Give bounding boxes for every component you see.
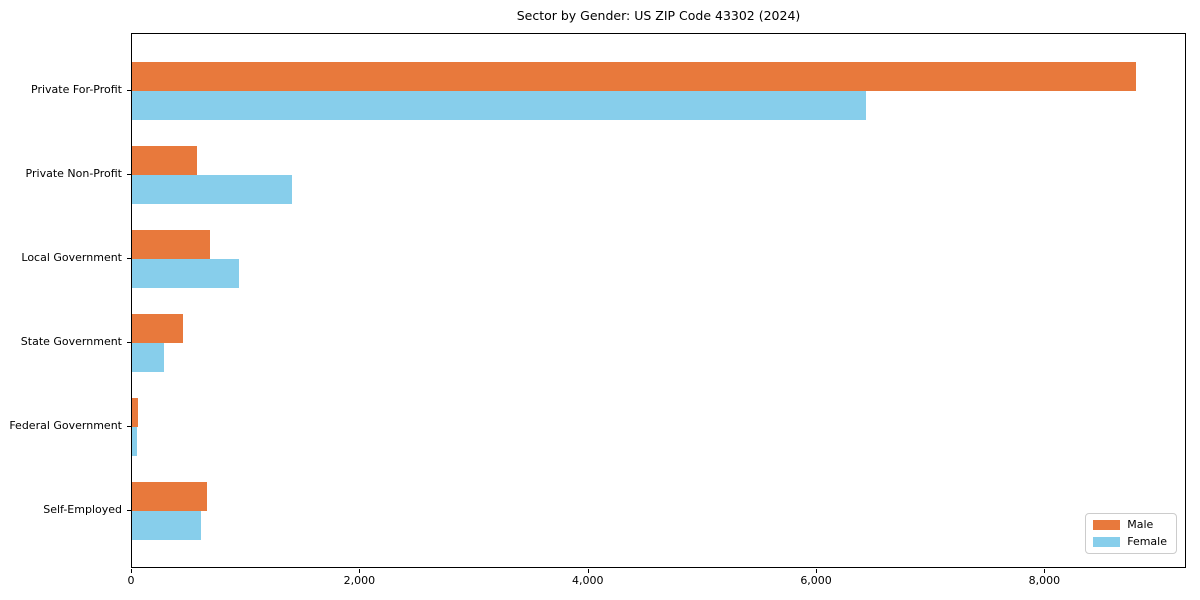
x-tick-mark (131, 569, 132, 573)
x-tick-mark (359, 569, 361, 573)
bar-male-5 (132, 482, 207, 511)
bar-male-2 (132, 230, 211, 259)
bar-female-5 (132, 511, 202, 540)
plot-area: Male Female (131, 33, 1186, 568)
y-tick-mark (127, 342, 131, 343)
bar-male-1 (132, 146, 198, 175)
bar-male-3 (132, 314, 183, 343)
category-label: Private For-Profit (31, 83, 122, 96)
x-tick-label: 8,000 (1028, 574, 1061, 587)
x-tick-mark (816, 569, 818, 573)
legend-swatch-female (1093, 537, 1121, 547)
bar-female-4 (132, 427, 138, 456)
legend-label-female: Female (1127, 535, 1167, 548)
x-tick-label: 0 (127, 574, 135, 587)
bar-male-4 (132, 398, 139, 427)
category-label: State Government (20, 335, 122, 348)
legend-entry-male: Male (1093, 519, 1167, 531)
y-tick-mark (127, 174, 131, 175)
bar-female-3 (132, 343, 164, 372)
bar-female-0 (132, 91, 867, 120)
bars-layer (132, 34, 1185, 567)
y-tick-mark (127, 90, 131, 91)
y-tick-mark (127, 426, 131, 427)
x-tick-mark (587, 569, 589, 573)
chart-title: Sector by Gender: US ZIP Code 43302 (202… (516, 8, 801, 23)
legend-entry-female: Female (1093, 536, 1167, 548)
y-tick-mark (127, 510, 131, 511)
x-tick-mark (1044, 569, 1046, 573)
x-tick-label: 6,000 (800, 574, 832, 587)
x-tick-label: 2,000 (343, 574, 376, 587)
legend-swatch-male (1093, 520, 1121, 530)
x-tick-label: 4,000 (571, 574, 604, 587)
legend: Male Female (1085, 513, 1177, 554)
bar-female-1 (132, 175, 292, 204)
y-tick-mark (127, 258, 131, 259)
category-label: Federal Government (9, 419, 122, 432)
bar-male-0 (132, 62, 1136, 91)
category-label: Private Non-Profit (25, 167, 122, 180)
category-label: Self-Employed (43, 503, 122, 516)
category-label: Local Government (21, 251, 122, 264)
bar-female-2 (132, 259, 239, 288)
legend-label-male: Male (1127, 518, 1154, 531)
